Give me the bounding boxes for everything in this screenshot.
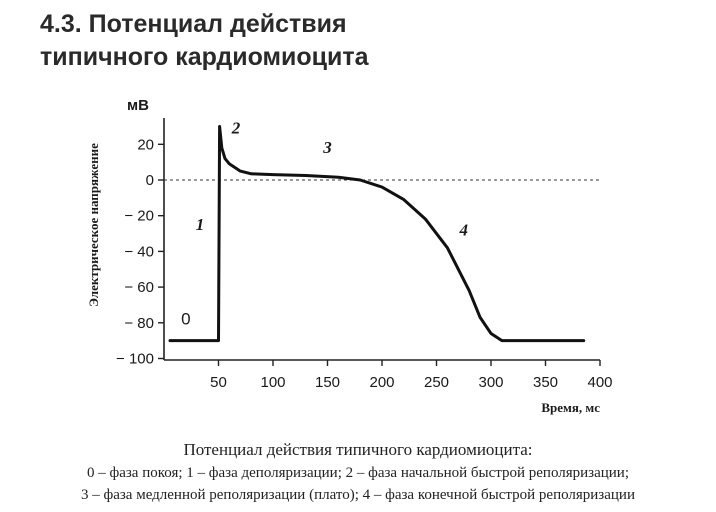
x-tick-label: 200 (369, 374, 394, 391)
y-tick-label: − 20 (124, 208, 154, 225)
x-tick-label: 400 (587, 374, 612, 391)
x-tick-label: 150 (315, 374, 340, 391)
x-tick-label: 350 (533, 374, 558, 391)
chart-labels: мВ Электрическое напряжение Время, мс (86, 97, 600, 415)
y-tick-label: − 60 (124, 279, 154, 296)
phase-label-4: 4 (459, 220, 469, 239)
phase-label-0: 0 (181, 310, 190, 329)
x-tick-label: 100 (260, 374, 285, 391)
chart-axes (163, 118, 600, 361)
figure-title: 4.3. Потенциал действия типичного кардио… (40, 8, 369, 74)
phase-label-3: 3 (322, 138, 332, 157)
action-potential-curve (168, 125, 586, 343)
x-tick-label: 250 (424, 374, 449, 391)
figure-title-line2: типичного кардиомиоцита (40, 43, 369, 71)
phase-label-1: 1 (196, 215, 205, 234)
chart-series (168, 125, 586, 343)
x-axis-label: Время, мс (541, 400, 600, 415)
y-tick-label: − 100 (116, 351, 154, 368)
x-tick-label: 300 (478, 374, 503, 391)
chart-phase-labels: 0 1 2 3 4 (181, 119, 468, 329)
phase-label-2: 2 (231, 119, 241, 138)
caption-title: Потенциал действия типичного кардиомиоци… (183, 440, 533, 459)
caption-line1: 0 – фаза покоя; 1 – фаза деполяризации; … (87, 465, 629, 481)
y-tick-label: 20 (137, 136, 154, 153)
y-tick-label: − 80 (124, 315, 154, 332)
y-unit-label: мВ (127, 97, 149, 114)
x-tick-label: 50 (210, 374, 227, 391)
y-tick-label: − 40 (124, 243, 154, 260)
y-tick-label: 0 (146, 172, 154, 189)
caption-line2: 3 – фаза медленной реполяризации (плато)… (81, 487, 635, 503)
figure-title-line1: 4.3. Потенциал действия (40, 10, 347, 38)
y-axis-label: Электрическое напряжение (86, 143, 101, 307)
